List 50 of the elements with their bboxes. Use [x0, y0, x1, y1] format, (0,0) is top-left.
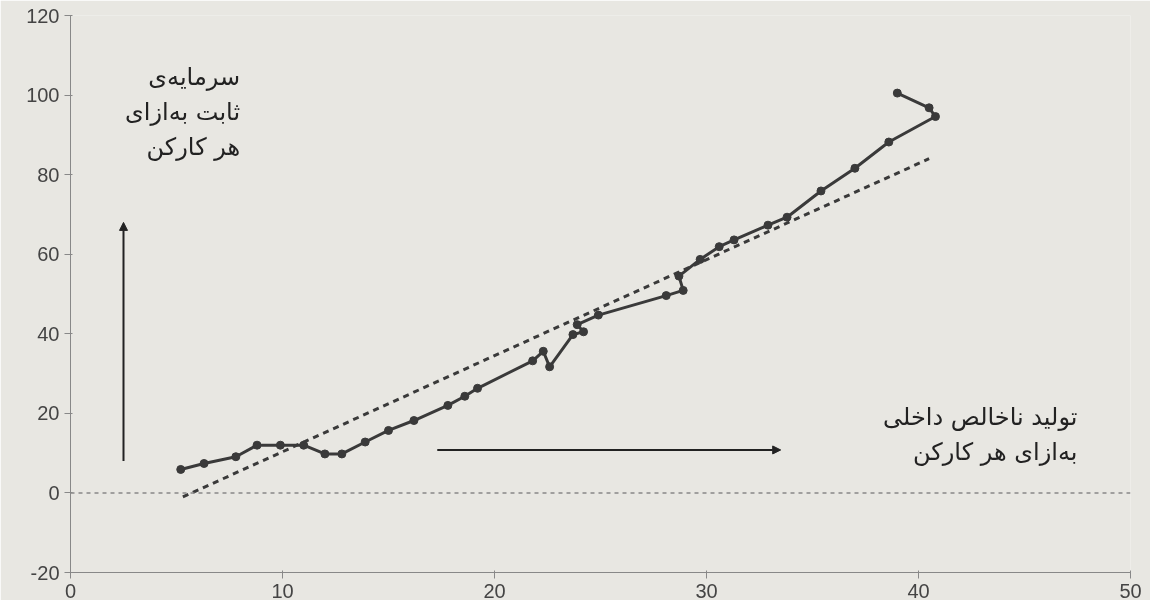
point	[572, 320, 582, 330]
point	[337, 449, 347, 459]
y-tick-label: 0	[48, 481, 60, 504]
point	[924, 103, 934, 113]
point	[850, 163, 860, 173]
point	[473, 383, 483, 393]
y-tick-label: 40	[37, 322, 60, 345]
point	[763, 220, 773, 230]
point	[892, 88, 902, 98]
x-tick-label: 10	[271, 579, 294, 602]
point	[320, 449, 330, 459]
point	[661, 291, 671, 301]
point	[782, 212, 792, 222]
point	[199, 459, 209, 468]
point	[360, 437, 370, 447]
y-tick-label: 20	[37, 402, 60, 425]
point	[528, 356, 538, 366]
x-tick-label: 0	[64, 579, 77, 602]
point	[384, 425, 393, 435]
y-tick-label: 60	[37, 243, 60, 266]
point	[460, 391, 470, 401]
point	[579, 327, 589, 337]
y-tick-label: 80	[37, 163, 60, 186]
point	[714, 242, 724, 252]
x-tick-label: 20	[483, 579, 506, 602]
x-tick-label: 50	[1119, 579, 1142, 602]
point	[930, 112, 940, 122]
x-tick-label: 30	[695, 579, 718, 602]
point	[299, 440, 309, 450]
point	[231, 452, 241, 462]
point	[443, 400, 453, 410]
point	[678, 285, 688, 295]
point	[409, 416, 419, 426]
y-axis-title: سرمایه‌ی ثابت به‌ازای هر کارکن	[124, 63, 241, 162]
x-tick-label: 40	[907, 579, 930, 602]
point	[593, 310, 603, 320]
y-tick-label: 120	[26, 4, 60, 27]
point	[545, 362, 555, 372]
point	[538, 346, 548, 356]
point	[176, 464, 186, 474]
point	[729, 235, 739, 245]
point	[275, 440, 285, 450]
point	[568, 330, 578, 340]
y-tick-label: -20	[30, 561, 60, 584]
point	[884, 137, 894, 147]
point	[252, 440, 262, 450]
point	[816, 186, 826, 196]
x-axis-title: تولید ناخالص داخلی به‌ازای هر کارکن	[883, 403, 1078, 467]
point	[695, 254, 705, 264]
y-tick-label: 100	[26, 84, 60, 107]
